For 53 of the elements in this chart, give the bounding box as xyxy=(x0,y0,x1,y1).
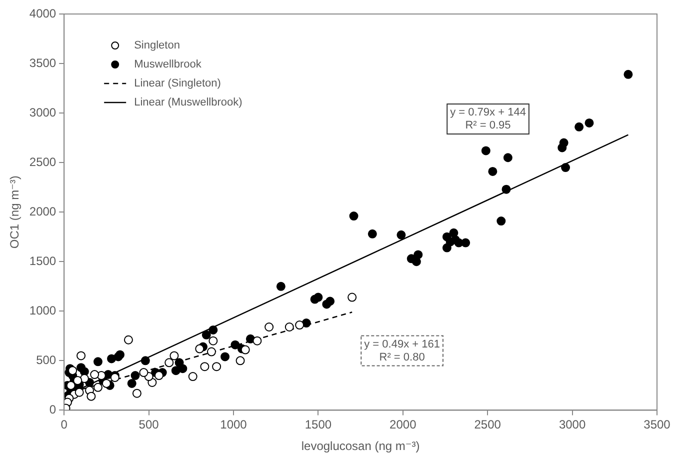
x-tick-label: 1500 xyxy=(304,418,332,432)
point xyxy=(188,372,198,382)
point xyxy=(284,322,294,332)
x-tick-label: 500 xyxy=(138,418,160,432)
point xyxy=(170,351,179,360)
x-axis-title: levoglucosan (ng m⁻³) xyxy=(301,439,420,454)
point xyxy=(124,335,133,344)
y-tick-label: 1500 xyxy=(29,254,56,268)
point xyxy=(200,362,210,372)
point xyxy=(86,392,96,401)
legend-label: Muswellbrook xyxy=(134,58,202,71)
point xyxy=(68,366,78,376)
point xyxy=(139,368,148,378)
y-tick-label: 500 xyxy=(36,352,56,367)
point xyxy=(164,358,174,368)
x-tick-label: 2500 xyxy=(474,418,502,432)
x-tick-label: 2000 xyxy=(390,418,417,432)
point xyxy=(66,380,76,390)
y-tick-label: 2000 xyxy=(29,204,56,218)
point xyxy=(264,322,274,332)
point xyxy=(206,347,216,356)
x-tick-label: 0 xyxy=(60,418,68,432)
x-tick-label: 1000 xyxy=(220,418,248,432)
y-axis-title: OC1 (ng m⁻³) xyxy=(8,176,22,249)
y-tick-label: 2500 xyxy=(29,154,56,169)
y-tick-label: 3000 xyxy=(29,105,56,120)
point xyxy=(102,378,111,388)
point xyxy=(252,336,262,346)
point xyxy=(208,336,218,346)
y-tick-label: 1000 xyxy=(29,303,56,318)
legend-label: Linear (Muswellbrook) xyxy=(134,96,242,109)
y-tick-label: 0 xyxy=(49,402,56,417)
x-tick-label: 3500 xyxy=(644,418,671,432)
point xyxy=(154,371,164,380)
point xyxy=(73,376,82,385)
point xyxy=(295,320,304,330)
y-tick-label: 4000 xyxy=(29,6,56,20)
point xyxy=(212,362,222,372)
annotation: y = 0.49x + 161 R² = 0.80 xyxy=(364,338,440,364)
point xyxy=(93,382,102,392)
point xyxy=(348,292,357,302)
legend-label: Linear (Singleton) xyxy=(134,78,221,90)
point xyxy=(90,370,100,380)
point xyxy=(236,356,245,366)
y-tick-label: 3500 xyxy=(29,56,56,70)
annotation: y = 0.79x + 144 R² = 0.95 xyxy=(450,106,526,132)
point xyxy=(240,345,250,354)
point xyxy=(74,388,84,397)
legend-label: Singleton xyxy=(134,40,180,52)
point xyxy=(132,388,142,398)
x-tick-label: 3000 xyxy=(558,418,586,432)
point xyxy=(76,351,86,360)
point xyxy=(195,344,204,354)
